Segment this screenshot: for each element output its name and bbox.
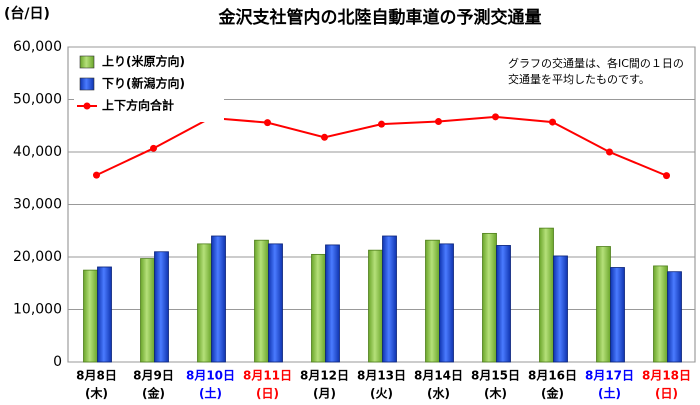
y-tick-label: 50,000 [13, 92, 62, 108]
x-tick-sublabel: (火) [370, 387, 393, 401]
line-marker [321, 133, 328, 141]
bar [368, 249, 383, 363]
y-tick-label: 30,000 [13, 197, 62, 213]
y-tick-label: 10,000 [13, 302, 62, 318]
line-marker [492, 113, 499, 121]
legend-label: 上下方向合計 [102, 98, 174, 113]
bar [382, 235, 397, 363]
x-tick-label: 8月8日 [76, 369, 117, 383]
y-unit-label: (台/日) [4, 5, 50, 22]
x-tick-label: 8月16日 [528, 369, 577, 383]
bar [97, 266, 112, 363]
bar [311, 253, 326, 363]
line-marker [93, 171, 100, 179]
x-tick-sublabel: (土) [598, 386, 621, 401]
line-marker [606, 148, 613, 156]
y-tick-label: 40,000 [13, 144, 62, 160]
x-tick-label: 8月11日 [243, 369, 292, 383]
bar [482, 232, 497, 363]
annotation: グラフの交通量は、各IC間の１日の [508, 56, 684, 70]
x-tick-label: 8月13日 [357, 369, 406, 383]
bar [254, 239, 269, 363]
bar [653, 265, 668, 363]
bar [140, 258, 155, 363]
legend-label: 上り(米原方向) [102, 54, 185, 69]
line-marker [435, 118, 442, 126]
bar [197, 243, 212, 363]
legend-label: 下り(新潟方向) [102, 76, 185, 91]
chart-title: 金沢支社管内の北陸自動車道の予測交通量 [218, 7, 542, 28]
bar [667, 271, 682, 363]
line-marker [663, 172, 670, 180]
annotation: 交通量を平均したものです。 [508, 72, 650, 86]
bar [539, 227, 554, 363]
bar [553, 255, 568, 363]
line-marker [378, 120, 385, 128]
bar [211, 235, 226, 363]
legend-swatch [83, 102, 91, 110]
x-tick-label: 8月15日 [471, 369, 520, 383]
x-tick-sublabel: (金) [142, 386, 165, 401]
y-tick-label: 0 [53, 354, 62, 370]
x-tick-sublabel: (土) [199, 386, 222, 401]
y-tick-label: 60,000 [13, 39, 62, 55]
x-tick-sublabel: (日) [655, 387, 678, 401]
y-tick-label: 20,000 [13, 249, 62, 265]
x-tick-sublabel: (木) [484, 386, 507, 401]
x-tick-label: 8月17日 [585, 369, 634, 383]
line-marker [264, 119, 271, 127]
x-tick-label: 8月14日 [414, 369, 463, 383]
bar [610, 267, 625, 363]
x-tick-sublabel: (月) [313, 387, 336, 401]
bar [496, 245, 511, 363]
bar [425, 239, 440, 363]
x-tick-label: 8月10日 [186, 369, 235, 383]
x-tick-label: 8月12日 [300, 369, 349, 383]
bar [268, 243, 283, 363]
legend-swatch [79, 55, 95, 69]
bar [439, 243, 454, 363]
x-tick-sublabel: (水) [427, 386, 450, 401]
legend-swatch [79, 77, 95, 91]
bar [154, 251, 169, 363]
x-tick-label: 8月18日 [642, 369, 691, 383]
x-tick-sublabel: (日) [256, 387, 279, 401]
bar [83, 269, 98, 363]
line-marker [150, 144, 157, 152]
line-marker [549, 118, 556, 126]
bar [596, 246, 611, 363]
x-tick-sublabel: (金) [541, 386, 564, 401]
x-tick-label: 8月9日 [133, 369, 174, 383]
bar [325, 244, 340, 363]
x-tick-sublabel: (木) [85, 386, 108, 401]
legend-box [74, 52, 224, 122]
